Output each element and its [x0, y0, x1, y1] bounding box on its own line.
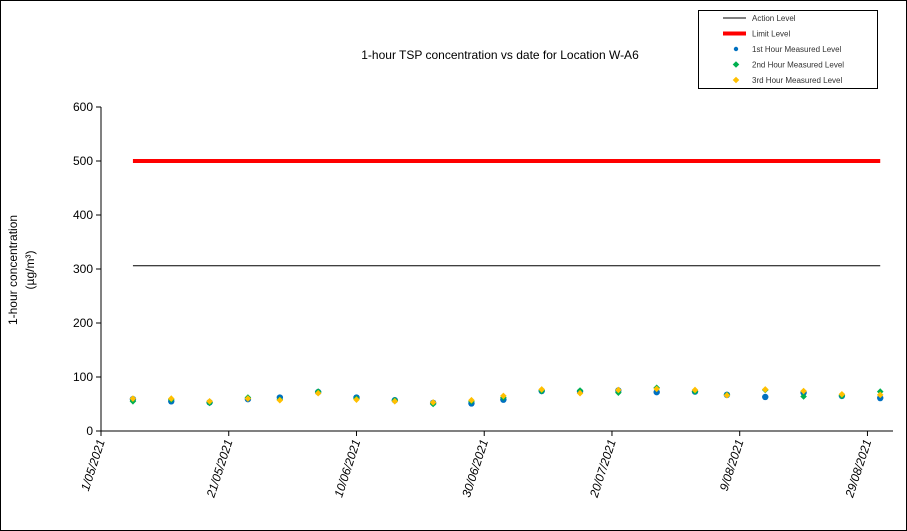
y-tick-label: 500	[73, 154, 93, 168]
legend-label: 2nd Hour Measured Level	[752, 61, 844, 70]
legend-swatch	[733, 46, 739, 52]
legend-label: Limit Level	[752, 30, 790, 39]
data-point	[761, 386, 769, 393]
data-point	[167, 395, 175, 402]
data-point	[429, 399, 437, 406]
data-point	[500, 392, 507, 400]
data-point	[314, 389, 322, 397]
legend-swatch	[732, 61, 740, 68]
legend-label: 3rd Hour Measured Level	[752, 76, 842, 85]
data-point	[691, 386, 699, 394]
legend-label: 1st Hour Measured Level	[752, 45, 842, 54]
data-point	[353, 396, 360, 403]
data-point	[468, 396, 475, 404]
y-tick-label: 400	[73, 208, 93, 222]
legend-swatch	[732, 76, 740, 84]
y-tick-label: 200	[73, 316, 93, 330]
data-point	[576, 389, 584, 397]
data-point	[276, 396, 284, 404]
data-point	[653, 385, 660, 393]
data-point	[800, 393, 807, 400]
y-tick-label: 0	[86, 424, 93, 438]
data-point	[838, 390, 846, 398]
legend-label: Action Level	[752, 14, 796, 23]
y-axis-label: (µg/m³)	[23, 251, 37, 290]
data-point	[615, 386, 622, 394]
y-tick-label: 100	[73, 370, 93, 384]
data-point	[244, 395, 252, 402]
data-point	[538, 386, 546, 393]
legend-box	[698, 10, 878, 89]
y-tick-label: 600	[73, 100, 93, 114]
chart-title: 1-hour TSP concentration vs date for Loc…	[361, 48, 639, 62]
data-point	[762, 393, 769, 401]
data-point	[876, 391, 884, 399]
data-point	[391, 398, 399, 405]
data-point	[129, 395, 137, 402]
data-point	[206, 398, 213, 405]
data-point	[800, 387, 807, 395]
data-point	[723, 392, 731, 399]
y-axis-label: 1-hour concentration	[6, 215, 20, 325]
y-tick-label: 300	[73, 262, 93, 276]
